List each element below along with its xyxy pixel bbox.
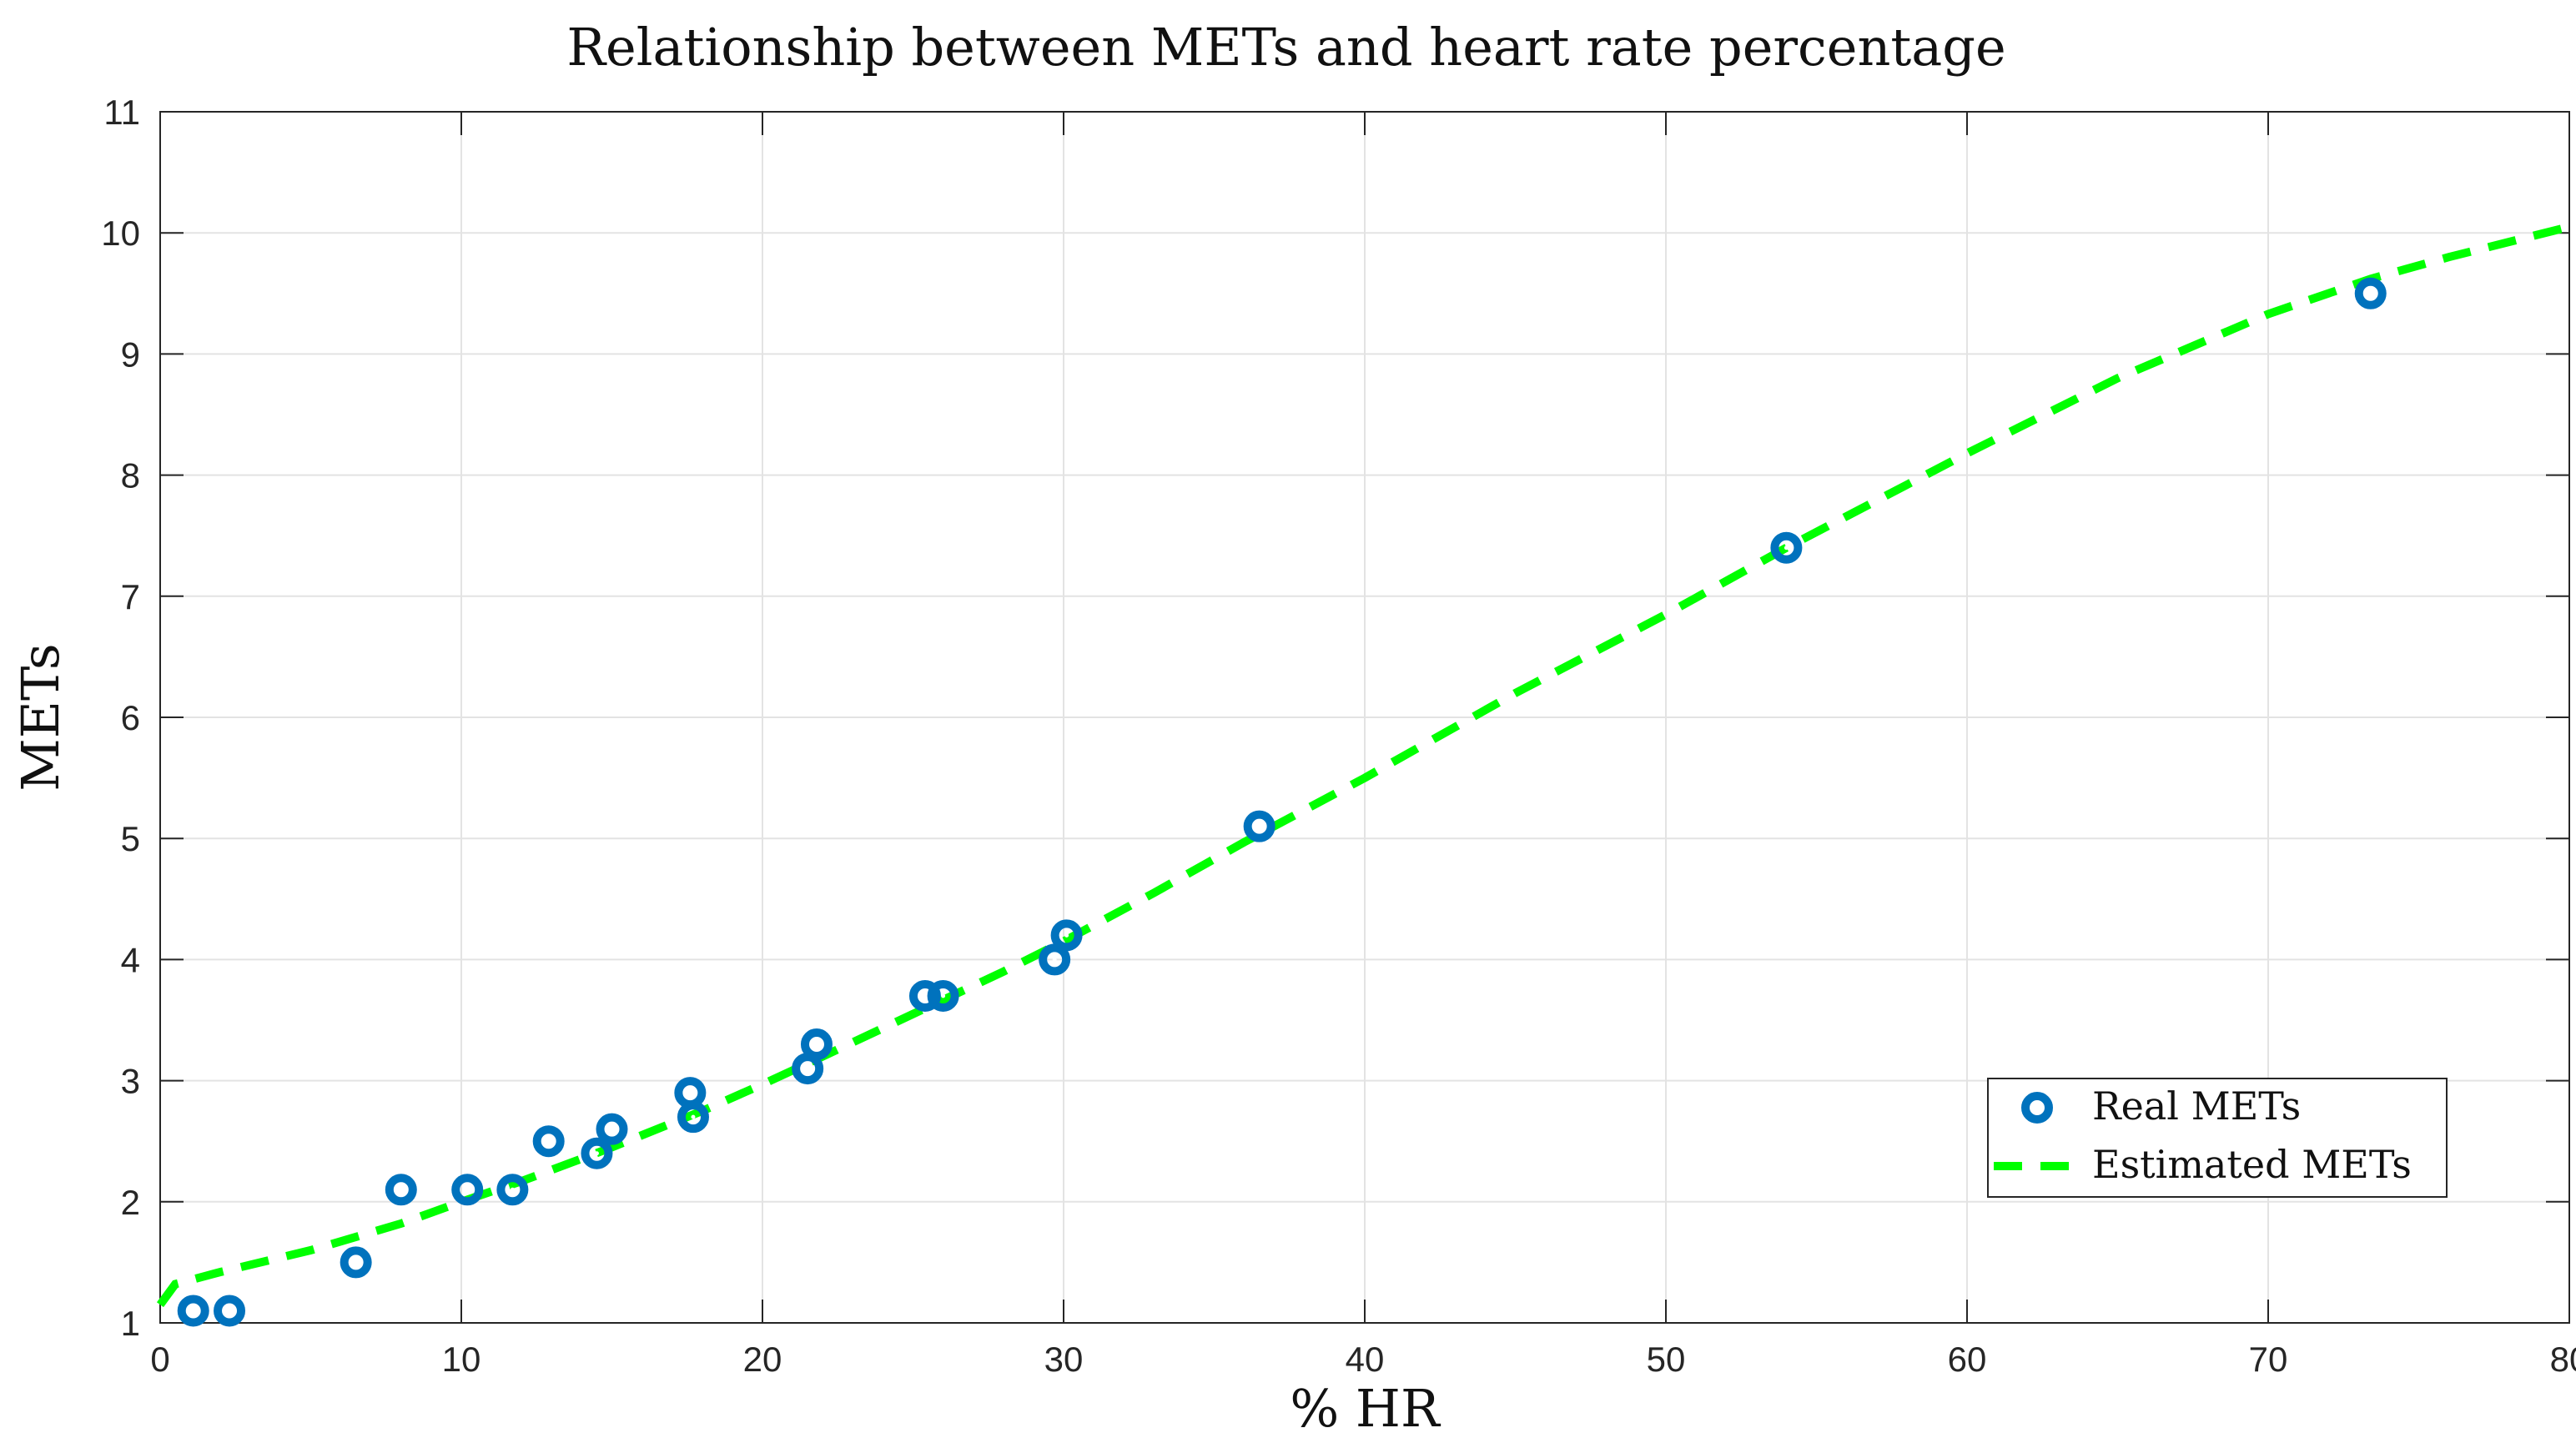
data-point bbox=[385, 1174, 417, 1206]
data-point-center bbox=[465, 1187, 470, 1192]
x-tick-label: 0 bbox=[150, 1340, 169, 1379]
data-point-center bbox=[923, 993, 928, 998]
data-point-center bbox=[1064, 933, 1069, 938]
legend-label-estimated-mets: Estimated METs bbox=[2092, 1142, 2412, 1187]
data-point bbox=[340, 1246, 372, 1279]
y-axis-label: METs bbox=[10, 643, 71, 791]
x-tick-label: 40 bbox=[1346, 1340, 1385, 1379]
data-point bbox=[2354, 277, 2387, 309]
data-point-center bbox=[227, 1308, 232, 1313]
x-axis-label: % HR bbox=[1290, 1378, 1441, 1439]
y-tick-label: 3 bbox=[121, 1062, 140, 1101]
estimated-mets-line bbox=[156, 223, 2571, 1308]
data-point bbox=[908, 979, 941, 1012]
data-point-center bbox=[510, 1187, 515, 1192]
x-tick-label: 60 bbox=[1948, 1340, 1987, 1379]
data-point bbox=[800, 1028, 833, 1061]
data-point bbox=[451, 1174, 484, 1206]
y-tick-label: 7 bbox=[121, 577, 140, 616]
x-tick-label: 20 bbox=[743, 1340, 782, 1379]
y-tick-label: 4 bbox=[121, 940, 140, 979]
x-tick-label: 50 bbox=[1647, 1340, 1686, 1379]
data-point-center bbox=[691, 1114, 696, 1119]
data-point-center bbox=[1784, 546, 1789, 551]
legend: Real METs Estimated METs bbox=[1987, 1078, 2448, 1198]
data-point-center bbox=[191, 1308, 196, 1313]
data-point bbox=[214, 1295, 246, 1327]
chart-title: Relationship between METs and heart rate… bbox=[566, 17, 2005, 78]
data-point-center bbox=[941, 993, 946, 998]
data-point bbox=[677, 1101, 709, 1134]
data-point-center bbox=[687, 1090, 692, 1095]
x-axis-ticks: 0 10 20 30 40 50 60 70 80 bbox=[150, 112, 2576, 1379]
data-point bbox=[496, 1174, 529, 1206]
data-point bbox=[177, 1295, 209, 1327]
y-gridlines bbox=[160, 111, 2569, 1324]
data-point bbox=[1050, 919, 1083, 952]
y-tick-label: 9 bbox=[121, 334, 140, 374]
y-tick-label: 10 bbox=[101, 214, 140, 253]
data-point bbox=[1039, 943, 1071, 976]
data-point-center bbox=[1257, 824, 1262, 829]
data-point bbox=[1770, 531, 1803, 564]
y-tick-label: 2 bbox=[121, 1183, 140, 1222]
data-point-center bbox=[2368, 291, 2373, 296]
legend-box bbox=[1987, 1078, 2448, 1198]
data-point bbox=[596, 1113, 628, 1145]
data-point-center bbox=[805, 1066, 810, 1071]
legend-label-real-mets: Real METs bbox=[2092, 1084, 2301, 1129]
y-tick-label: 11 bbox=[103, 93, 140, 132]
data-point-center bbox=[814, 1042, 819, 1047]
data-point-center bbox=[1052, 957, 1057, 962]
x-tick-label: 30 bbox=[1044, 1340, 1084, 1379]
real-mets-points bbox=[177, 277, 2387, 1327]
x-tick-label: 10 bbox=[442, 1340, 481, 1379]
legend-marker-real-mets bbox=[2021, 1092, 2053, 1124]
data-point-center bbox=[399, 1187, 404, 1192]
data-point bbox=[532, 1125, 565, 1158]
y-axis-ticks: 1 2 3 4 5 6 7 8 9 10 11 bbox=[101, 93, 2569, 1343]
data-point-center bbox=[610, 1127, 614, 1132]
data-point-center bbox=[546, 1139, 551, 1144]
y-tick-label: 5 bbox=[121, 819, 140, 858]
data-point bbox=[1243, 810, 1275, 842]
data-point bbox=[581, 1137, 613, 1169]
y-tick-label: 1 bbox=[121, 1304, 140, 1343]
data-point bbox=[927, 979, 959, 1012]
data-point-center bbox=[354, 1259, 359, 1265]
legend-marker-center bbox=[2035, 1105, 2040, 1110]
x-tick-label: 80 bbox=[2550, 1340, 2576, 1379]
data-point-center bbox=[594, 1151, 599, 1156]
y-tick-label: 6 bbox=[121, 698, 140, 737]
x-tick-label: 70 bbox=[2249, 1340, 2288, 1379]
y-tick-label: 8 bbox=[121, 456, 140, 495]
